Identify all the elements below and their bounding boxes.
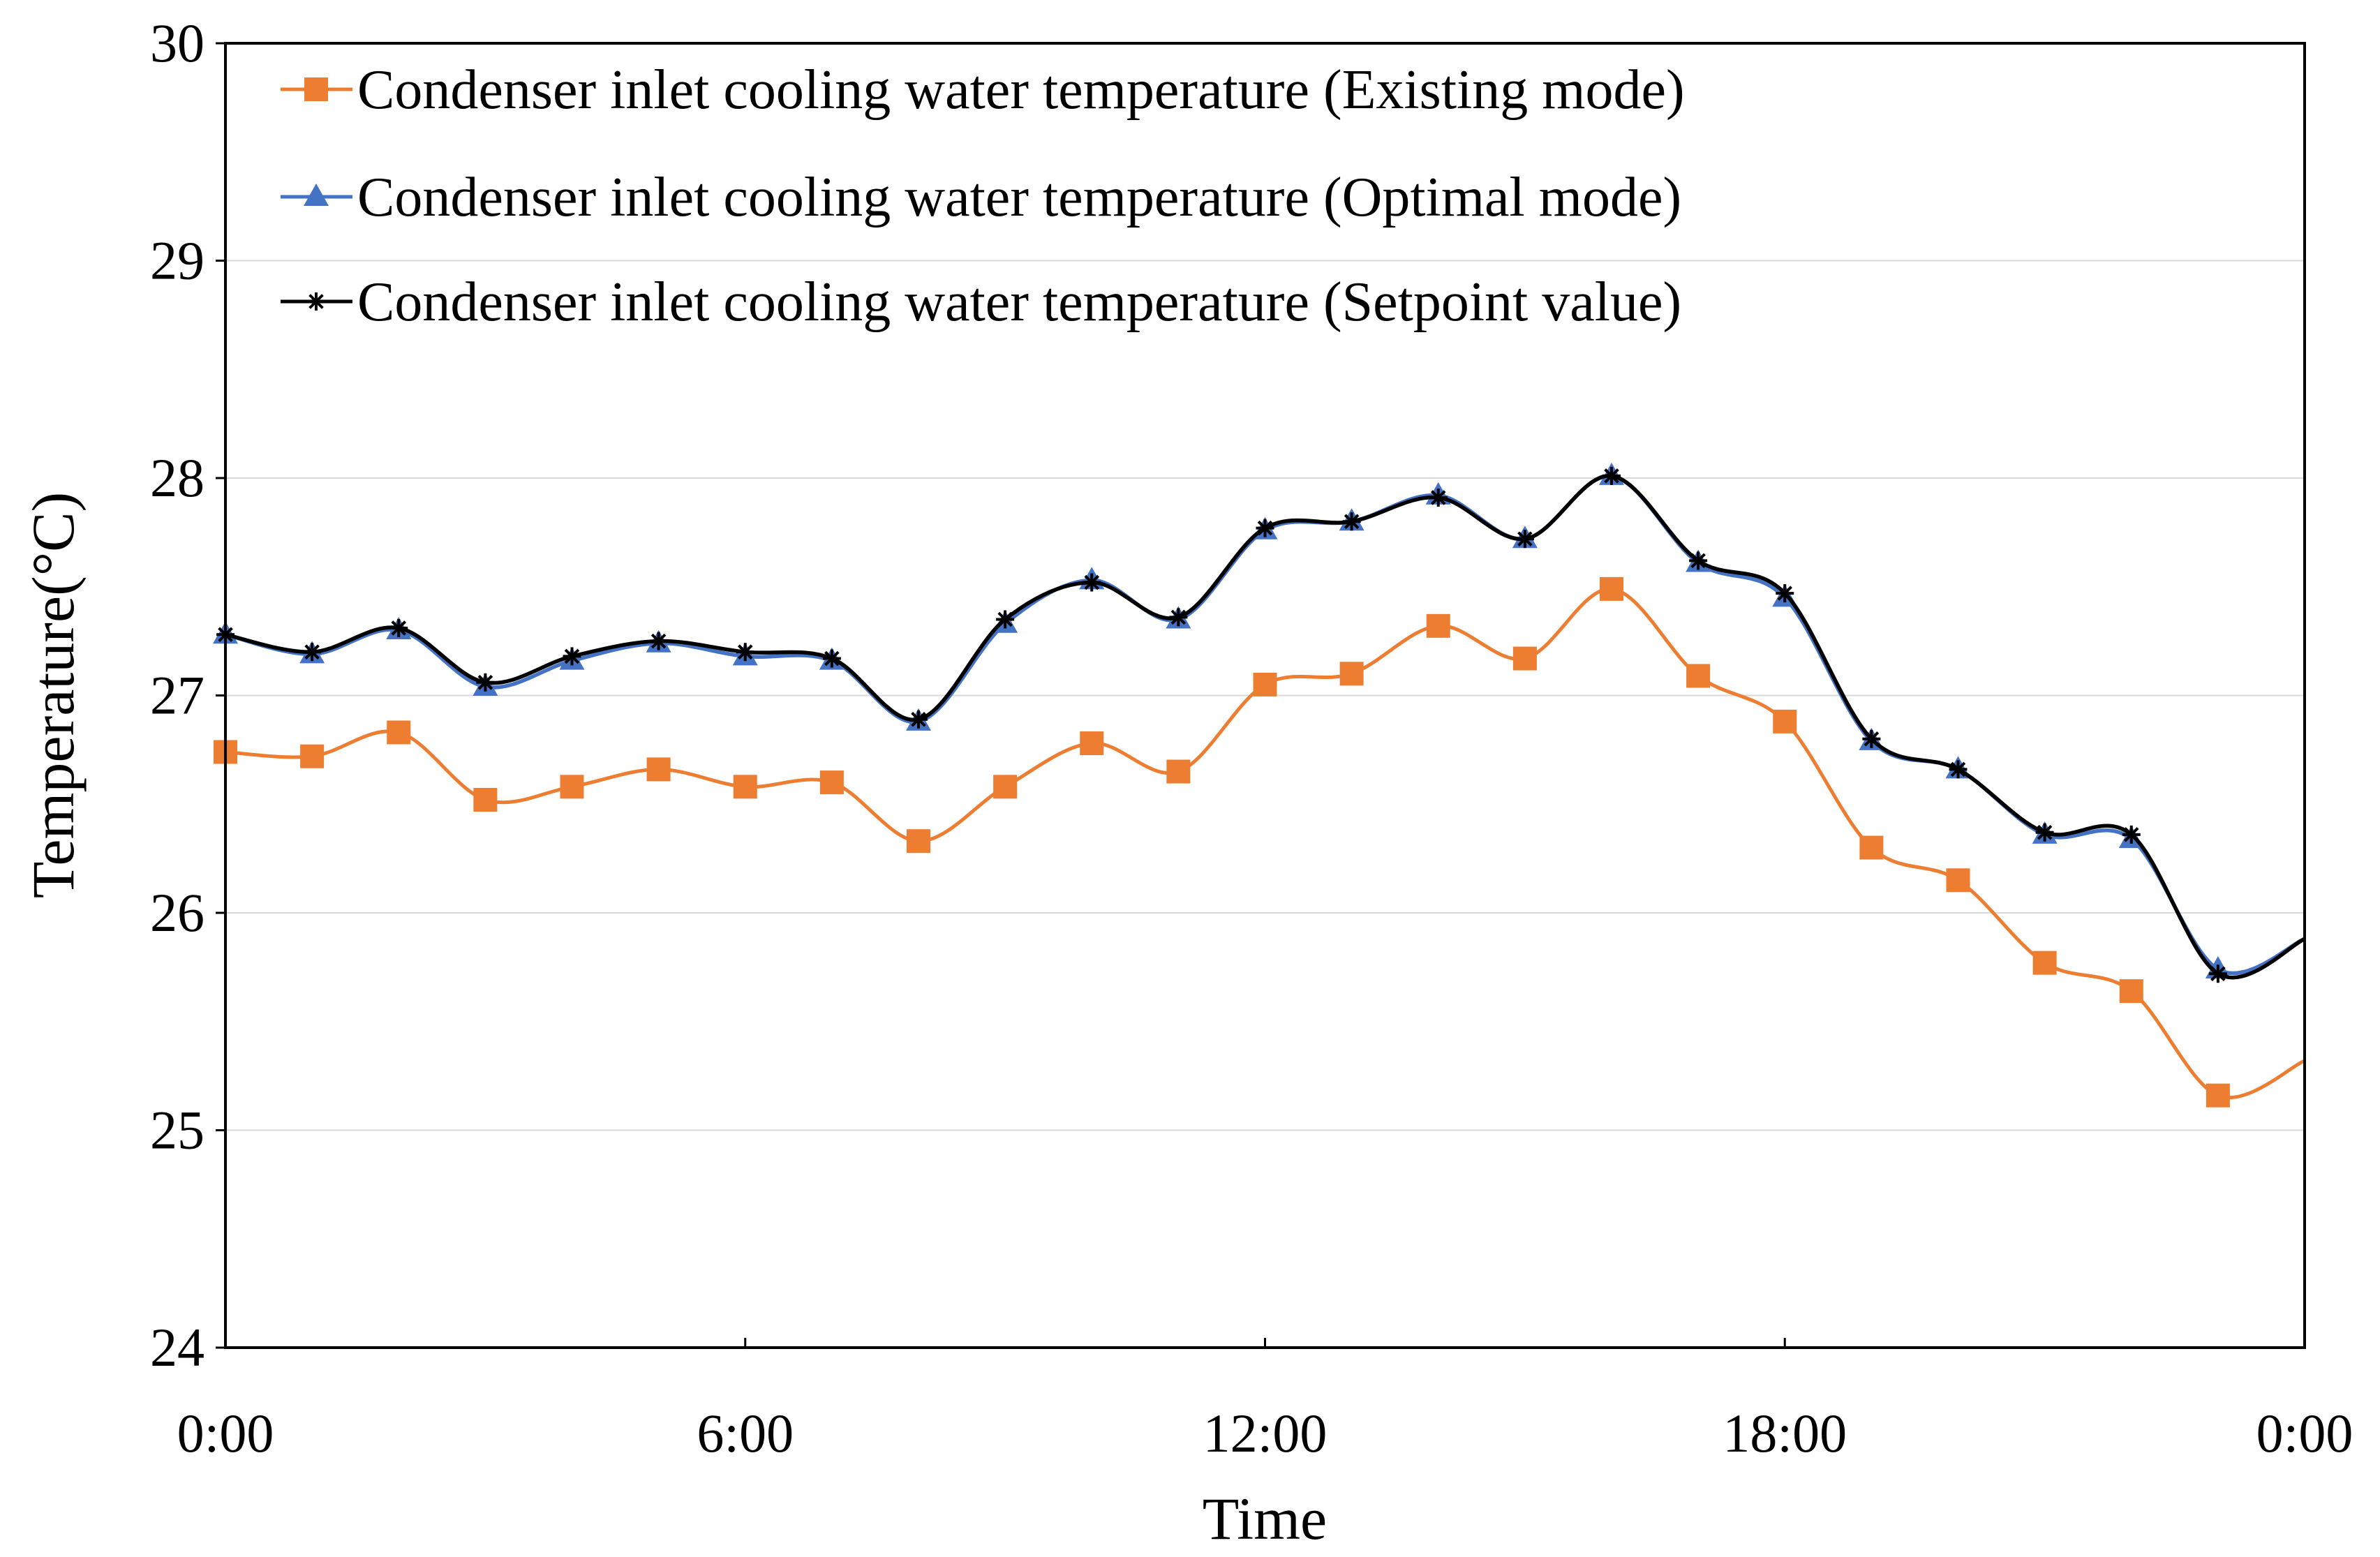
data-point xyxy=(993,775,1018,799)
data-point xyxy=(1083,573,1101,592)
data-point xyxy=(2119,979,2143,1004)
data-point xyxy=(389,618,408,637)
x-tick-label: 12:00 xyxy=(1203,1403,1327,1463)
x-tick-label: 18:00 xyxy=(1723,1403,1847,1463)
data-point xyxy=(476,673,495,692)
legend-marker xyxy=(304,184,329,206)
legend-label: Condenser inlet cooling water temperatur… xyxy=(357,271,1681,333)
x-axis-ticks: 0:00 6:00 12:00 18:00 0:00 xyxy=(177,1338,2353,1463)
data-point xyxy=(1686,664,1711,688)
x-tick-label: 0:00 xyxy=(177,1403,274,1463)
data-point xyxy=(1342,512,1361,531)
data-point xyxy=(300,744,325,768)
y-tick-label: 29 xyxy=(150,230,204,291)
y-tick-label: 27 xyxy=(150,665,204,726)
data-point xyxy=(909,710,928,729)
x-axis-title: Time xyxy=(1203,1485,1327,1552)
series-line xyxy=(225,474,2306,980)
legend-marker xyxy=(307,292,325,311)
y-tick-label: 28 xyxy=(150,447,204,508)
data-point xyxy=(819,770,844,795)
data-point xyxy=(387,720,411,745)
data-point xyxy=(1080,731,1104,756)
data-point xyxy=(1169,608,1188,627)
data-point xyxy=(1602,466,1621,485)
data-point xyxy=(2206,1083,2230,1108)
legend-marker xyxy=(304,77,328,101)
y-axis-title: Temperature(°C) xyxy=(20,492,87,898)
data-point xyxy=(1859,835,1884,860)
series-square xyxy=(214,576,2306,1108)
data-point xyxy=(733,775,757,799)
data-point xyxy=(1339,662,1364,686)
y-axis-ticks: 24 25 26 27 28 29 30 xyxy=(150,13,225,1378)
x-tick-label: 6:00 xyxy=(697,1403,794,1463)
data-point xyxy=(1515,530,1534,549)
data-point xyxy=(2122,825,2141,844)
data-point xyxy=(1600,576,1623,601)
y-tick-label: 24 xyxy=(150,1317,204,1378)
y-tick-label: 26 xyxy=(150,882,204,943)
data-point xyxy=(1773,709,1797,733)
series-star xyxy=(216,466,2306,983)
data-point xyxy=(736,643,754,662)
data-point xyxy=(563,647,581,666)
data-point xyxy=(1253,672,1277,696)
data-point xyxy=(1946,868,1970,893)
data-point xyxy=(1776,584,1794,603)
y-tick-label: 30 xyxy=(150,13,204,73)
data-point xyxy=(473,788,498,812)
data-point xyxy=(1429,489,1448,507)
data-point xyxy=(907,829,930,854)
data-point xyxy=(649,632,668,650)
data-point xyxy=(2035,823,2054,842)
legend-item: Condenser inlet cooling water temperatur… xyxy=(281,167,1681,228)
data-point xyxy=(1689,551,1708,570)
data-point xyxy=(996,610,1015,629)
data-point xyxy=(560,775,584,799)
series-layer xyxy=(213,462,2306,1108)
data-point xyxy=(2032,951,2057,975)
data-point xyxy=(1256,519,1274,537)
data-point xyxy=(2208,964,2227,983)
legend-label: Condenser inlet cooling water temperatur… xyxy=(357,59,1685,121)
data-point xyxy=(1949,760,1968,779)
legend-item: Condenser inlet cooling water temperatur… xyxy=(281,59,1685,121)
x-tick-label: 0:00 xyxy=(2256,1403,2353,1463)
data-point xyxy=(1426,613,1450,638)
data-point xyxy=(1166,759,1191,784)
legend: Condenser inlet cooling water temperatur… xyxy=(281,59,1685,333)
data-point xyxy=(1512,646,1537,671)
data-point xyxy=(1862,729,1881,748)
data-point xyxy=(303,643,322,662)
data-point xyxy=(822,649,841,668)
y-tick-label: 25 xyxy=(150,1100,204,1161)
data-point xyxy=(646,757,671,782)
legend-label: Condenser inlet cooling water temperatur… xyxy=(357,167,1681,228)
legend-item: Condenser inlet cooling water temperatur… xyxy=(281,271,1681,333)
